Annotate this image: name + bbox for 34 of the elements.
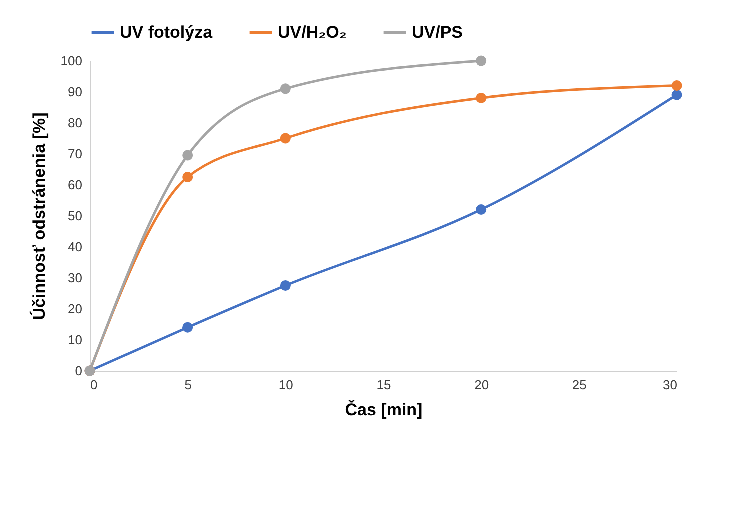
point <box>476 204 487 216</box>
x-tick-label: 15 <box>376 378 392 392</box>
y-tick-label: 70 <box>68 146 82 162</box>
y-tick-label: 50 <box>68 208 82 224</box>
y-tick-label: 60 <box>68 178 82 192</box>
x-tick-label: 20 <box>474 378 490 392</box>
y-tick-label: 10 <box>68 332 82 348</box>
y-tick-label: 100 <box>60 54 82 68</box>
legend-label: UV/PS <box>412 23 464 42</box>
point <box>182 172 194 182</box>
x-tick-label: 0 <box>90 378 98 392</box>
point <box>182 322 194 333</box>
x-tick-label: 5 <box>184 378 192 392</box>
point <box>476 92 487 104</box>
x-axis-title: Čas [min] <box>345 400 423 420</box>
x-tick-label: 30 <box>663 378 678 392</box>
y-tick-label: 90 <box>68 84 82 100</box>
y-axis-title: Účinnosť odstránenia [%] <box>28 112 49 320</box>
y-tick-label: 40 <box>68 240 82 254</box>
legend-label: UV/H₂O₂ <box>278 23 347 42</box>
y-tick-label: 80 <box>68 116 82 130</box>
y-tick-label: 20 <box>68 302 82 316</box>
x-tick-label: 25 <box>572 378 587 392</box>
y-tick-label: 0 <box>75 364 82 378</box>
point <box>476 56 487 66</box>
point <box>672 90 682 100</box>
point <box>182 150 194 161</box>
point <box>280 280 291 291</box>
point <box>672 80 682 92</box>
point <box>280 133 291 144</box>
point <box>280 84 291 94</box>
legend-label: UV fotolýza <box>120 23 214 42</box>
x-tick-label: 10 <box>278 378 294 392</box>
y-tick-label: 30 <box>68 270 82 286</box>
